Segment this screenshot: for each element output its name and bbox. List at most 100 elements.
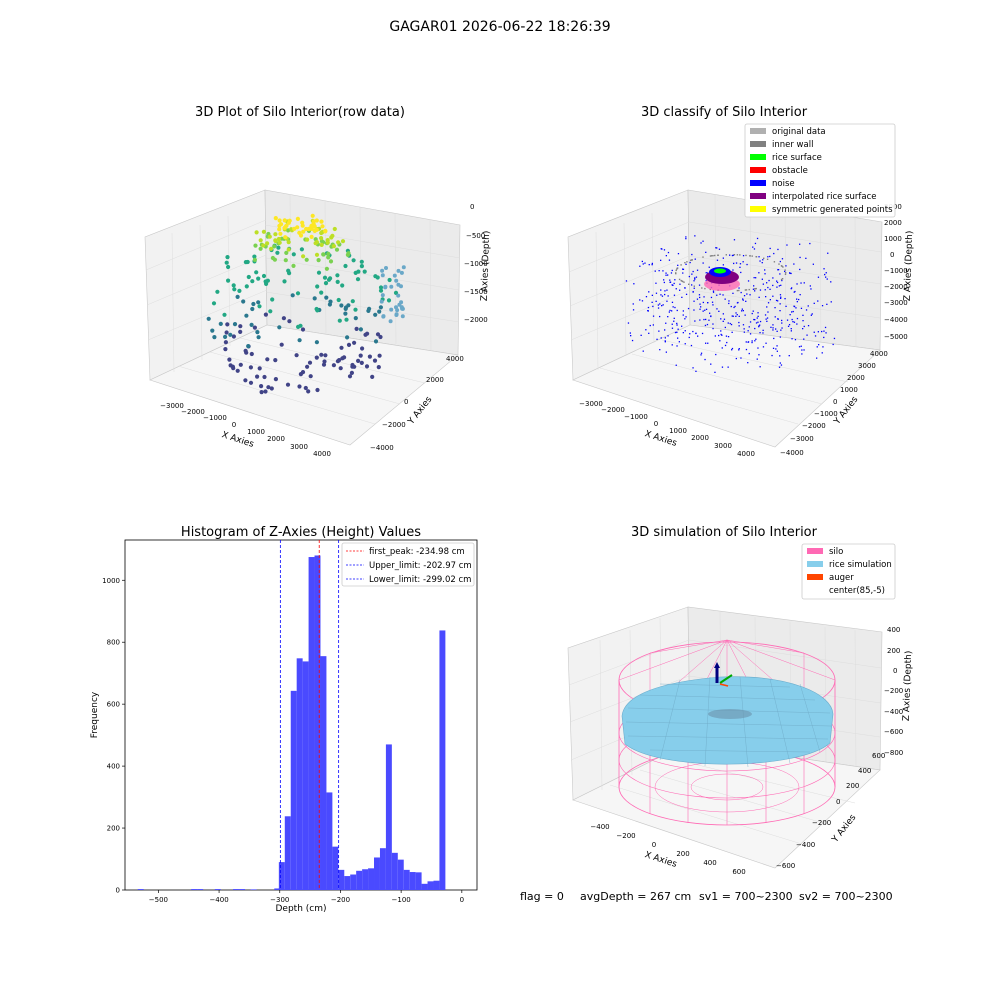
noise-point xyxy=(731,349,733,351)
p2-y-tick: −4000 xyxy=(780,449,804,457)
noise-point xyxy=(675,288,677,290)
noise-point xyxy=(807,325,810,327)
panel-2-x-ticks: −3000 −2000 −1000 0 1000 2000 3000 4000 xyxy=(579,400,755,458)
noise-point xyxy=(722,313,724,315)
raw-point xyxy=(358,327,363,332)
noise-point xyxy=(772,347,775,349)
raw-point xyxy=(351,258,356,263)
raw-point xyxy=(311,219,316,224)
noise-point xyxy=(682,272,684,274)
p4-z-tick: 0 xyxy=(893,667,897,675)
p4-z-tick: −400 xyxy=(884,708,903,716)
noise-point xyxy=(758,256,760,258)
raw-point xyxy=(249,351,254,357)
noise-point xyxy=(652,315,655,317)
noise-point xyxy=(772,284,774,287)
raw-point xyxy=(325,238,330,243)
noise-point xyxy=(663,279,665,281)
raw-point xyxy=(331,244,336,249)
noise-point xyxy=(805,257,807,259)
noise-point xyxy=(671,301,674,303)
p2-z-tick: −4000 xyxy=(884,316,908,324)
raw-point xyxy=(243,348,248,353)
histogram-bar xyxy=(314,555,321,890)
noise-point xyxy=(682,268,685,270)
noise-point xyxy=(784,298,786,300)
noise-point xyxy=(764,289,766,291)
noise-point xyxy=(718,334,720,337)
panel-1-title: 3D Plot of Silo Interior(row data) xyxy=(195,105,405,120)
noise-point xyxy=(792,321,794,323)
panel-4-xlabel: X Axies xyxy=(643,850,678,870)
histogram-bar xyxy=(403,869,410,890)
raw-point xyxy=(389,284,394,289)
noise-point xyxy=(767,311,769,313)
histogram-bar xyxy=(278,862,285,890)
noise-point xyxy=(789,314,791,316)
raw-point xyxy=(212,335,217,340)
histogram-bar xyxy=(308,557,315,890)
histogram-y-tick-label: 1000 xyxy=(102,577,120,585)
p4-x-tick: −400 xyxy=(590,823,609,831)
noise-point xyxy=(689,261,691,264)
p1-y-tick: 0 xyxy=(404,398,408,406)
histogram-bar xyxy=(250,889,257,890)
noise-point xyxy=(752,310,754,312)
noise-point xyxy=(759,366,761,368)
raw-point xyxy=(316,258,321,263)
raw-point xyxy=(245,259,250,265)
histogram-bar xyxy=(379,848,386,890)
noise-point xyxy=(712,323,714,325)
raw-point xyxy=(282,225,287,231)
panel-1-zlabel: Z Axies (Depth) xyxy=(480,231,492,302)
raw-point xyxy=(326,251,331,256)
noise-point xyxy=(738,287,740,289)
raw-point xyxy=(290,293,295,298)
auger-marker xyxy=(714,662,733,687)
noise-point xyxy=(722,264,724,266)
raw-point xyxy=(401,265,406,270)
noise-point xyxy=(773,252,775,255)
noise-point xyxy=(695,332,697,334)
raw-point xyxy=(376,365,381,370)
raw-point xyxy=(297,384,302,389)
noise-point xyxy=(776,281,779,284)
noise-point xyxy=(814,335,817,337)
raw-point xyxy=(315,387,320,393)
noise-point xyxy=(718,248,721,250)
noise-point xyxy=(664,341,666,343)
raw-point xyxy=(312,296,317,301)
noise-point xyxy=(767,286,769,289)
noise-point xyxy=(762,346,765,348)
noise-point xyxy=(767,256,769,258)
noise-point xyxy=(822,346,824,348)
raw-point xyxy=(306,389,311,394)
noise-point xyxy=(661,305,663,307)
noise-point xyxy=(724,344,727,347)
noise-point xyxy=(671,323,673,325)
histogram-y-tick-label: 400 xyxy=(107,763,120,771)
raw-point xyxy=(380,273,385,278)
p1-x-tick: 1000 xyxy=(247,428,265,436)
p1-z-tick: −500 xyxy=(466,232,485,240)
noise-point xyxy=(677,337,679,339)
panel-4-x-ticks: −400 −200 0 200 400 600 xyxy=(590,823,745,876)
panel-4-title: 3D simulation of Silo Interior xyxy=(631,525,818,540)
noise-point xyxy=(800,282,802,284)
noise-point xyxy=(823,330,825,332)
noise-point xyxy=(700,354,702,356)
noise-point xyxy=(724,298,726,300)
noise-point xyxy=(703,296,705,298)
raw-point xyxy=(246,344,251,349)
raw-point xyxy=(224,260,229,265)
raw-point xyxy=(337,358,342,363)
noise-point xyxy=(704,309,706,311)
noise-point xyxy=(776,280,778,282)
raw-point xyxy=(399,300,404,305)
noise-point xyxy=(761,262,763,264)
panel-2-points xyxy=(625,235,836,373)
noise-point xyxy=(752,288,755,290)
raw-point xyxy=(321,362,327,367)
noise-point xyxy=(789,272,791,274)
raw-point xyxy=(340,283,345,288)
